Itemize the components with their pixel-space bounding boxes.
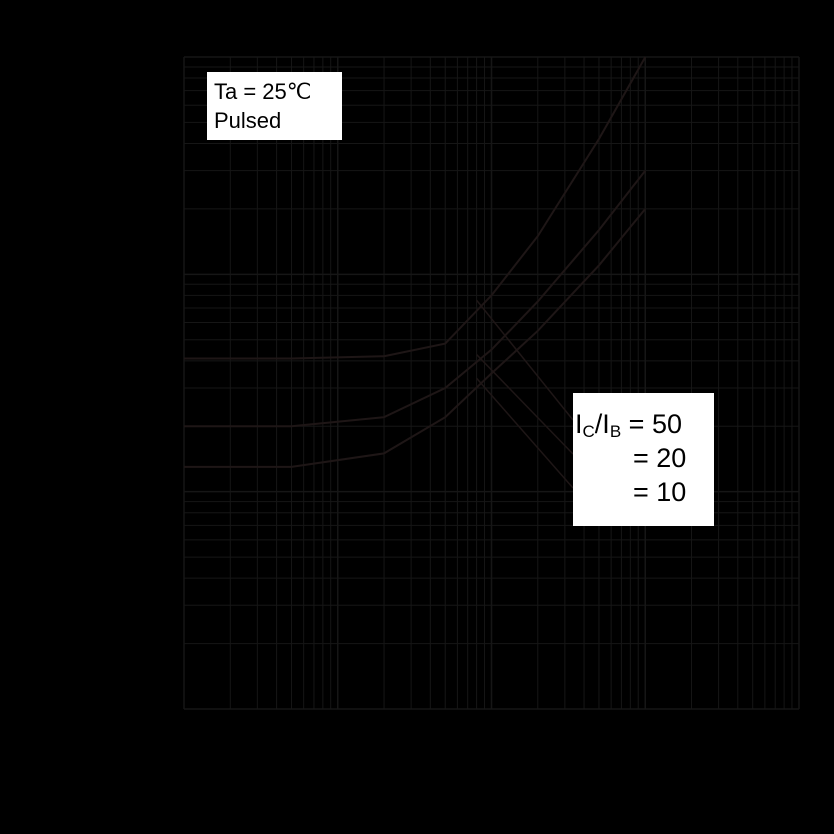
- series-line-0: [184, 56, 647, 360]
- legend-entry-50: IC/IB = 50: [575, 409, 682, 441]
- legend-entry-label: = 50: [628, 409, 682, 439]
- legend-leader-line: [476, 354, 574, 455]
- x-tick-label: 100: [469, 728, 514, 758]
- y-tick-label: 0.1: [120, 260, 158, 290]
- x-tick-label: 10: [323, 728, 353, 758]
- series-line-1: [184, 169, 647, 428]
- legend-leader-line: [476, 377, 574, 489]
- x-tick-labels: 1 10 100 1000 10000: [176, 728, 834, 758]
- legend-entry-20: = 20: [633, 443, 687, 473]
- x-tick-label: 1: [176, 728, 191, 758]
- conditions-pulsed: Pulsed: [214, 108, 282, 133]
- series-group: [184, 56, 647, 489]
- legend-entry-10: = 10: [633, 477, 687, 507]
- legend: IC/IB = 50 = 20 = 10: [573, 393, 714, 526]
- y-tick-label: 1: [143, 43, 158, 73]
- y-tick-label: 0.01: [105, 478, 158, 508]
- grid: [183, 56, 800, 710]
- legend-leader-line: [476, 299, 574, 421]
- y-tick-label: 0.001: [90, 695, 158, 725]
- x-tick-label: 10000: [761, 728, 834, 758]
- x-tick-label: 1000: [615, 728, 675, 758]
- conditions-box: Ta = 25℃ Pulsed: [207, 72, 342, 140]
- series-line-2: [184, 208, 647, 468]
- y-tick-labels: 1 0.1 0.01 0.001: [90, 43, 158, 725]
- conditions-temperature: Ta = 25℃: [214, 79, 312, 104]
